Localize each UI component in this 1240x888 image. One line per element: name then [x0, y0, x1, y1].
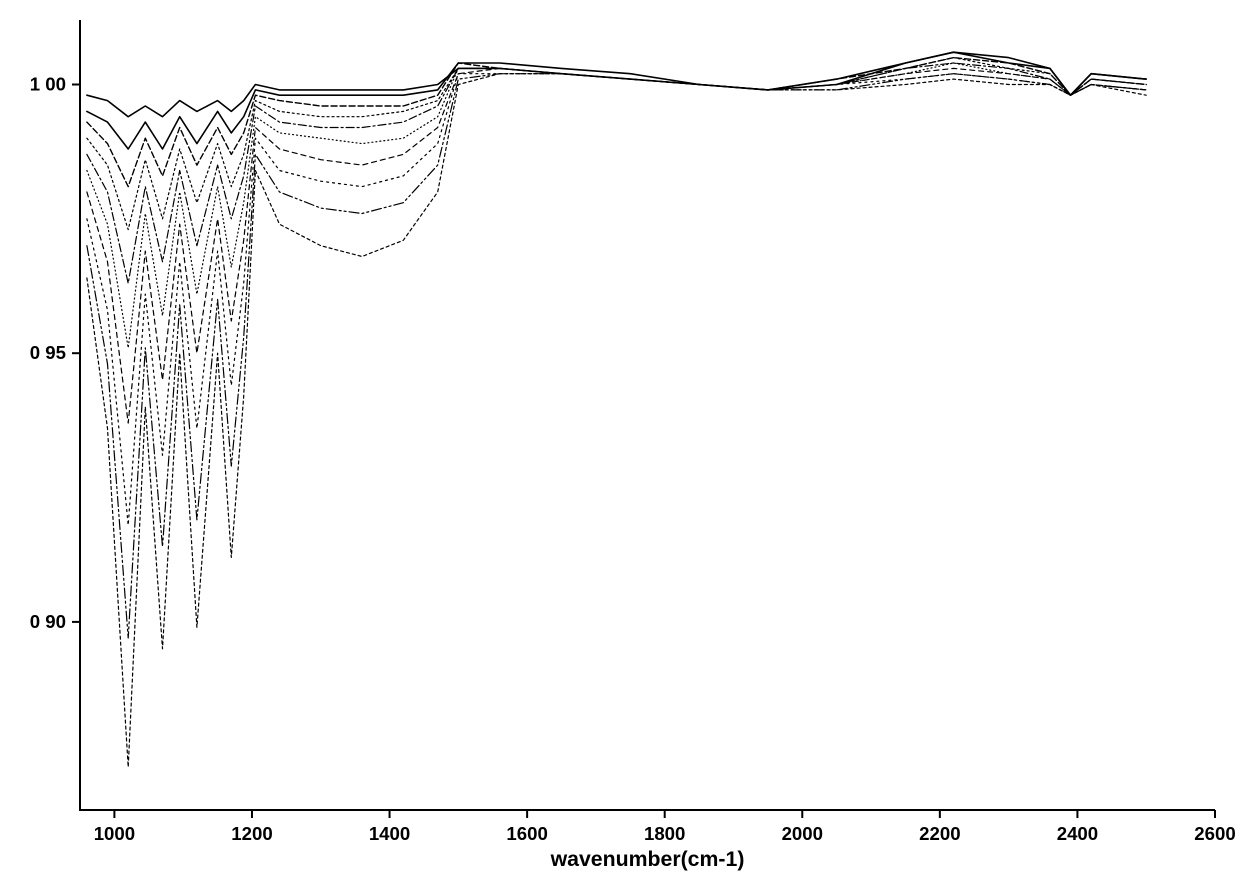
x-tick-label: 1800: [644, 823, 685, 844]
spectrum-chart: 1000 1200 1400 1600 1800 2000 2200 2400 2600 0 90…: [0, 0, 1240, 888]
x-tick-label: 1600: [506, 823, 547, 844]
x-axis-label: wavenumber(cm-1): [550, 847, 745, 871]
series-s1: [87, 52, 1146, 117]
series-s5: [87, 63, 1146, 283]
chart-svg: 1000 1200 1400 1600 1800 2000 2200 2400 2600 0 90…: [0, 0, 1240, 888]
axis-frame: [80, 20, 1215, 810]
x-tick-label: 2400: [1057, 823, 1098, 844]
series-s2: [87, 52, 1146, 149]
y-tick-label: 1 00: [30, 73, 66, 94]
axes-group: 1000 1200 1400 1600 1800 2000 2200 2400 2600 0 90…: [30, 20, 1236, 844]
x-tick-label: 2000: [782, 823, 823, 844]
y-tick-label: 0 90: [30, 611, 66, 632]
series-s4: [87, 58, 1146, 230]
series-s7: [87, 68, 1146, 423]
series-group: [87, 52, 1146, 767]
y-tick-label: 0 95: [30, 342, 66, 363]
x-tick-label: 1000: [94, 823, 135, 844]
labels-group: wavenumber(cm-1): [550, 847, 745, 871]
x-tick-label: 1200: [231, 823, 272, 844]
x-tick-label: 1400: [369, 823, 410, 844]
x-tick-label: 2600: [1194, 823, 1235, 844]
x-tick-label: 2200: [919, 823, 960, 844]
series-s10: [87, 74, 1146, 767]
